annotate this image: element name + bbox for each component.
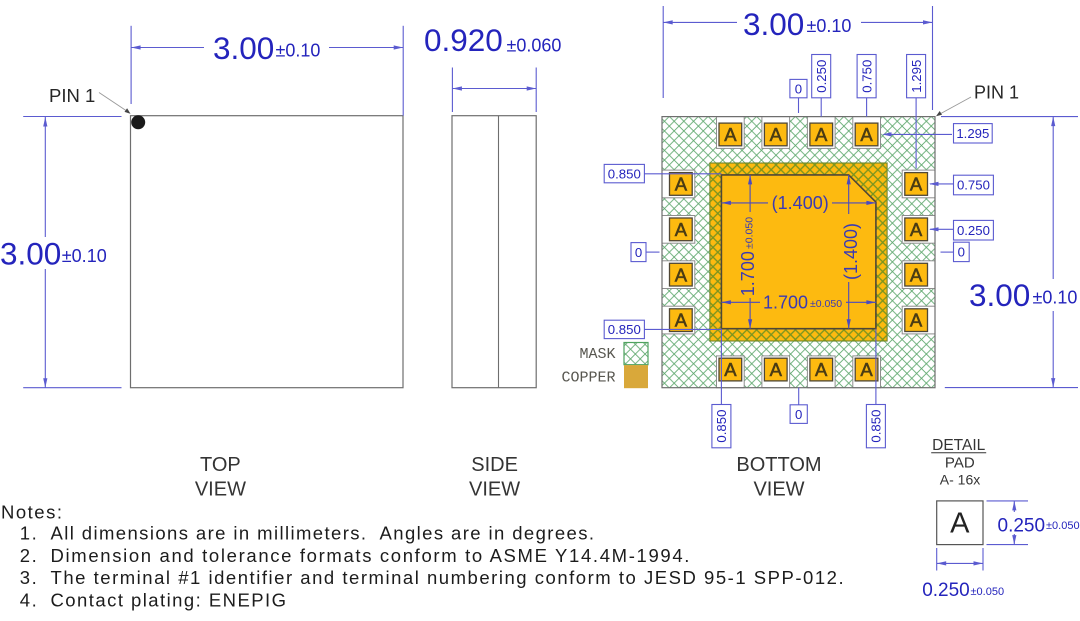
svg-text:A- 16x: A- 16x	[940, 472, 980, 488]
svg-text:A: A	[675, 310, 688, 331]
svg-text:±0.050: ±0.050	[971, 586, 1005, 598]
svg-text:0: 0	[958, 245, 965, 260]
svg-text:A: A	[815, 124, 828, 145]
svg-text:A: A	[910, 264, 923, 285]
svg-text:VIEW: VIEW	[195, 478, 246, 500]
svg-text:A: A	[910, 310, 923, 331]
svg-text:0: 0	[795, 81, 802, 96]
svg-text:4.: 4.	[20, 589, 38, 610]
svg-text:COPPER: COPPER	[561, 370, 615, 387]
svg-text:(1.400): (1.400)	[772, 193, 829, 213]
svg-text:0.250: 0.250	[957, 223, 990, 238]
svg-text:DETAIL: DETAIL	[932, 437, 985, 454]
svg-text:BOTTOM: BOTTOM	[736, 454, 821, 476]
svg-text:2.: 2.	[20, 545, 38, 566]
svg-text:0.250: 0.250	[814, 60, 829, 93]
svg-text:0.850: 0.850	[869, 410, 884, 443]
svg-text:0.920: 0.920	[424, 22, 503, 58]
svg-text:0.850: 0.850	[608, 322, 641, 337]
svg-text:A: A	[860, 359, 873, 380]
svg-text:A: A	[724, 359, 737, 380]
svg-text:0.850: 0.850	[608, 166, 641, 181]
svg-text:Notes:: Notes:	[1, 502, 63, 523]
svg-text:±0.050: ±0.050	[1046, 520, 1080, 532]
svg-text:±0.060: ±0.060	[507, 36, 562, 56]
svg-text:1.: 1.	[20, 523, 38, 544]
svg-text:A: A	[770, 124, 783, 145]
svg-text:1.700: 1.700	[738, 251, 758, 296]
svg-text:A: A	[910, 174, 923, 195]
svg-text:A: A	[675, 264, 688, 285]
svg-text:A: A	[860, 124, 873, 145]
svg-text:3.: 3.	[20, 567, 38, 588]
svg-text:3.00: 3.00	[743, 6, 804, 42]
svg-text:PAD: PAD	[945, 455, 975, 472]
svg-text:A: A	[675, 219, 688, 240]
svg-text:MASK: MASK	[579, 346, 615, 363]
svg-text:VIEW: VIEW	[753, 478, 804, 500]
svg-text:0: 0	[635, 245, 642, 260]
svg-text:3.00: 3.00	[969, 277, 1030, 313]
svg-text:A: A	[910, 219, 923, 240]
svg-text:(1.400): (1.400)	[841, 223, 861, 280]
svg-text:A: A	[815, 359, 828, 380]
svg-text:1.295: 1.295	[909, 60, 924, 93]
svg-text:0.250: 0.250	[922, 580, 970, 601]
svg-text:±0.10: ±0.10	[1033, 288, 1078, 308]
svg-text:Contact plating: ENEPIG: Contact plating: ENEPIG	[51, 589, 288, 610]
svg-text:0.750: 0.750	[957, 178, 990, 193]
svg-text:0: 0	[795, 407, 802, 422]
svg-text:VIEW: VIEW	[469, 478, 520, 500]
svg-text:1.700: 1.700	[763, 293, 808, 313]
svg-text:3.00: 3.00	[213, 30, 274, 66]
svg-text:PIN 1: PIN 1	[974, 83, 1019, 103]
svg-text:A: A	[724, 124, 737, 145]
svg-text:±0.050: ±0.050	[743, 217, 755, 249]
svg-text:TOP: TOP	[200, 454, 241, 476]
svg-text:±0.10: ±0.10	[276, 41, 321, 61]
svg-text:0.250: 0.250	[998, 516, 1046, 537]
svg-text:±0.10: ±0.10	[807, 16, 852, 36]
svg-text:The terminal #1 identifier and: The terminal #1 identifier and terminal …	[51, 567, 846, 588]
svg-text:1.295: 1.295	[956, 126, 989, 141]
svg-text:3.00: 3.00	[0, 236, 61, 272]
svg-text:A: A	[675, 174, 688, 195]
svg-text:Dimension and tolerance format: Dimension and tolerance formats conform …	[51, 545, 692, 566]
svg-text:±0.10: ±0.10	[62, 246, 107, 266]
svg-text:A: A	[770, 359, 783, 380]
svg-text:All dimensions are in millimet: All dimensions are in millimeters. Angle…	[51, 523, 596, 544]
svg-text:0.850: 0.850	[714, 410, 729, 443]
svg-text:±0.050: ±0.050	[810, 298, 842, 310]
svg-text:PIN 1: PIN 1	[49, 85, 95, 106]
svg-text:0.750: 0.750	[859, 60, 874, 93]
svg-text:SIDE: SIDE	[471, 454, 518, 476]
svg-text:A: A	[950, 508, 970, 540]
